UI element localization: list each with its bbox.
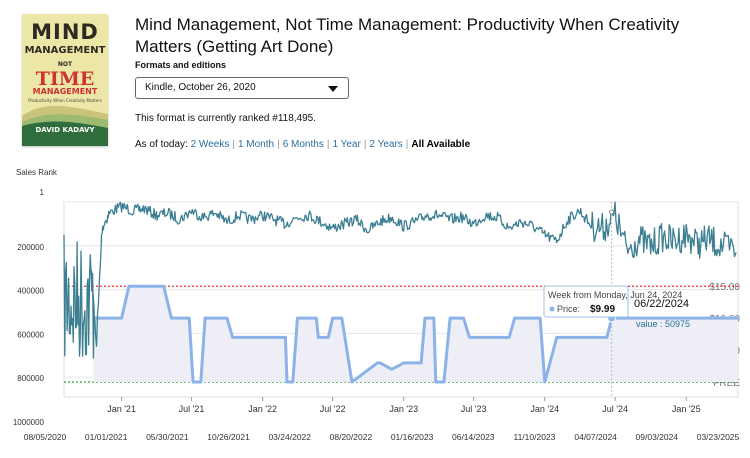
rank-marker-dot: [609, 209, 615, 215]
format-select[interactable]: Kindle, October 26, 2020: [135, 77, 349, 99]
product-title: Mind Management, Not Time Management: Pr…: [135, 15, 680, 56]
x-tick-label-6: Jan '24: [530, 404, 559, 414]
rank-tick-label-0: 1: [40, 188, 45, 197]
y-axis-title: Sales Rank: [16, 168, 58, 177]
range-1-year[interactable]: 1 Year: [332, 139, 361, 150]
x-tick-label-8: Jan '25: [672, 404, 701, 414]
price-tick-label-3: FREE: [713, 378, 740, 389]
rank-tick-label-1: 200000: [17, 243, 44, 252]
rank-tick-label-5: 1000000: [13, 418, 45, 427]
book-cover[interactable]: MIND MANAGEMENT NOT TIME MANAGEMENT Prod…: [22, 14, 108, 146]
date-label-7: 06/14/2023: [452, 432, 495, 442]
range-selector: As of today: 2 Weeks | 1 Month | 6 Months | 1 …: [135, 139, 471, 150]
tooltip-price-value: $9.99: [590, 304, 615, 315]
range-2-weeks[interactable]: 2 Weeks: [190, 139, 230, 150]
series-layer: [63, 201, 738, 384]
rank-tick-label-4: 800000: [17, 374, 44, 383]
price-tooltip: Week from Monday, Jun 24, 2024 Price: $9…: [543, 285, 690, 329]
price-line: [93, 284, 738, 384]
cover-subtitle: Productivity When Creativity Matters: [28, 98, 102, 103]
formats-label: Formats and editions: [135, 60, 227, 70]
tooltip-box: [543, 285, 629, 318]
x-tick-label-5: Jul '23: [461, 404, 487, 414]
x-tick-label-3: Jul '22: [320, 404, 346, 414]
range-1-month[interactable]: 1 Month: [237, 139, 275, 150]
date-label-3: 10/26/2021: [207, 432, 250, 442]
date-axis-ticks: Jan '21 Jul '21 Jan '22 Jul '22 Jan '23 Jul '…: [24, 397, 740, 442]
cover-title-mind: MIND: [31, 20, 99, 44]
tooltip-header: Week from Monday, Jun 24, 2024: [548, 290, 682, 300]
price-area: [93, 286, 738, 382]
tooltip-price-label: Price:: [557, 304, 580, 314]
x-tick-label-0: Jan '21: [107, 404, 136, 414]
rank-axis-ticks: 1 200000 400000 600000 800000 1000000: [13, 188, 45, 427]
cover-hills-illustration: [22, 106, 108, 146]
price-tick-label-0: $15.00: [709, 282, 740, 293]
range-label: As of today:: [135, 139, 188, 150]
x-tick-label-2: Jan '22: [248, 404, 277, 414]
rank-tick-label-2: 400000: [17, 287, 44, 296]
range-all-available[interactable]: All Available: [411, 139, 471, 150]
range-6-months[interactable]: 6 Months: [282, 139, 324, 150]
date-label-11: 03/23/2025: [697, 432, 740, 442]
x-tick-label-7: Jul '24: [602, 404, 628, 414]
date-label-0: 08/05/2020: [24, 432, 67, 442]
date-label-9: 04/07/2024: [574, 432, 617, 442]
x-tick-label-1: Jul '21: [179, 404, 205, 414]
marker-date: 06/22/2024: [634, 298, 689, 310]
cover-title-time: TIME: [35, 68, 95, 90]
x-tick-label-4: Jan '23: [389, 404, 418, 414]
date-label-1: 01/01/2021: [85, 432, 128, 442]
tooltip-series-dot: [549, 306, 555, 312]
cover-title-not: NOT: [57, 61, 73, 68]
date-label-8: 11/10/2023: [513, 432, 555, 442]
marker-value: value : 50975: [636, 319, 690, 329]
cover-title-management-2: MANAGEMENT: [32, 87, 98, 96]
format-select-value: Kindle, October 26, 2020: [145, 82, 256, 93]
rank-tick-label-3: 600000: [17, 330, 44, 339]
cover-author: DAVID KADAVY: [35, 126, 95, 134]
range-2-years[interactable]: 2 Years: [369, 139, 403, 150]
date-label-2: 05/30/2021: [146, 432, 189, 442]
date-label-10: 09/03/2024: [636, 432, 679, 442]
cover-title-management: MANAGEMENT: [24, 45, 106, 56]
date-label-6: 01/16/2023: [391, 432, 434, 442]
chevron-down-icon: [328, 86, 338, 92]
current-rank-text: This format is currently ranked #118,495…: [135, 113, 317, 124]
sales-rank-line: [63, 201, 737, 359]
date-label-5: 08/20/2022: [330, 432, 373, 442]
date-label-4: 03/24/2022: [268, 432, 311, 442]
